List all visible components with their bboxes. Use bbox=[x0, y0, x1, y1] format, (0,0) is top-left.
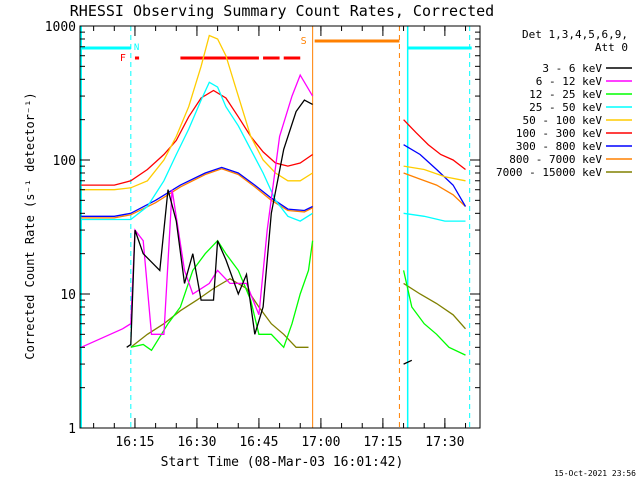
series-line-25-50-kev bbox=[403, 212, 466, 222]
series-line-100-300-kev bbox=[403, 119, 466, 171]
legend-label: 12 - 25 keV bbox=[529, 88, 602, 101]
series-line-6-12-kev bbox=[80, 73, 314, 348]
series-line-300-800-kev bbox=[81, 166, 313, 217]
x-tick-label: 16:30 bbox=[177, 435, 216, 450]
legend-header: Det 1,3,4,5,6,9, bbox=[522, 28, 628, 41]
series-line-3-6-kev bbox=[403, 359, 413, 365]
timestamp: 15-Oct-2021 23:56 bbox=[554, 469, 636, 478]
x-tick-label: 16:45 bbox=[239, 435, 278, 450]
legend-label: 6 - 12 keV bbox=[536, 75, 603, 88]
legend-label: 50 - 100 keV bbox=[523, 114, 603, 127]
y-tick-label: 1 bbox=[68, 422, 76, 437]
series-line-7000-15000-kev bbox=[403, 282, 466, 330]
series-line-800-7000-kev bbox=[403, 172, 466, 207]
x-tick-label: 17:30 bbox=[425, 435, 464, 450]
series-line-100-300-kev bbox=[81, 89, 313, 186]
series-line-50-100-kev bbox=[81, 34, 313, 191]
legend-label: 800 - 7000 keV bbox=[509, 153, 602, 166]
series-line-800-7000-kev bbox=[81, 168, 313, 219]
series-line-50-100-kev bbox=[403, 165, 466, 182]
x-tick-label: 17:00 bbox=[301, 435, 340, 450]
x-axis-label: Start Time (08-Mar-03 16:01:42) bbox=[161, 455, 404, 470]
y-tick-label: 100 bbox=[53, 154, 76, 169]
series-line-3-6-kev bbox=[126, 99, 313, 348]
legend-label: 100 - 300 keV bbox=[516, 127, 602, 140]
series-line-12-25-kev bbox=[402, 270, 466, 356]
flag-label-F: F bbox=[120, 53, 126, 64]
legend-label: 300 - 800 keV bbox=[516, 140, 602, 153]
series-line-300-800-kev bbox=[403, 144, 467, 207]
y-axis-label: Corrected Count Rate (s⁻¹ detector⁻¹) bbox=[23, 92, 37, 359]
series-line-12-25-kev bbox=[130, 239, 314, 352]
legend-label: 25 - 50 keV bbox=[529, 101, 602, 114]
x-tick-label: 16:15 bbox=[115, 435, 154, 450]
y-tick-label: 10 bbox=[60, 288, 76, 303]
legend-label: 7000 - 15000 keV bbox=[496, 166, 602, 179]
y-tick-label: 1000 bbox=[45, 20, 76, 35]
flag-label-S: S bbox=[301, 36, 307, 47]
flag-label-N: N bbox=[134, 43, 139, 53]
chart-title: RHESSI Observing Summary Count Rates, Co… bbox=[70, 2, 494, 20]
legend-header: Att 0 bbox=[595, 41, 628, 54]
legend-label: 3 - 6 keV bbox=[542, 62, 602, 75]
series-line-25-50-kev bbox=[81, 81, 313, 222]
x-tick-label: 17:15 bbox=[363, 435, 402, 450]
